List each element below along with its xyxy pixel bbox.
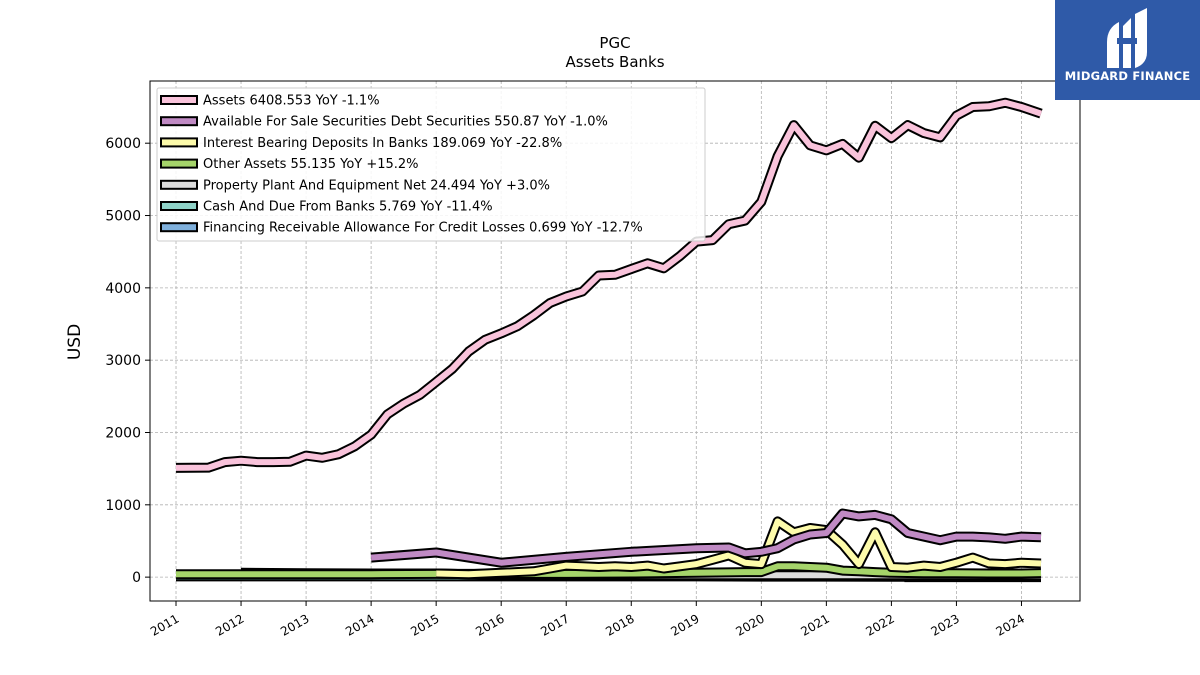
legend-box — [156, 87, 706, 242]
x-tick-label: 2016 — [473, 611, 506, 638]
series-interest-bearing-deposits-in-banks — [436, 516, 1042, 580]
legend-swatch — [160, 222, 198, 233]
y-axis-label: USD — [65, 324, 85, 360]
x-tick-label: 2018 — [603, 611, 636, 638]
x-tick-label: 2017 — [538, 611, 571, 638]
legend-label: Assets 6408.553 YoY -1.1% — [203, 94, 380, 109]
x-tick-label: 2021 — [798, 611, 831, 638]
x-tick-label: 2014 — [343, 611, 376, 638]
legend-swatch — [160, 95, 198, 105]
y-tick-label: 0 — [132, 570, 141, 586]
series-lines — [175, 97, 1043, 583]
y-axis: 0 1000 2000 3000 4000 5000 6000 — [105, 136, 150, 586]
y-tick-label: 5000 — [105, 209, 141, 225]
x-tick-label: 2022 — [863, 611, 896, 638]
legend-swatch — [160, 116, 198, 127]
series-line — [370, 510, 1042, 566]
brand-logo: MIDGARD FINANCE — [1055, 0, 1200, 100]
x-tick-label: 2011 — [148, 611, 181, 638]
legend-item: Available For Sale Securities Debt Secur… — [160, 115, 608, 130]
midgard-logo-icon — [1107, 8, 1147, 68]
legend-swatch — [160, 179, 198, 190]
legend-label: Financing Receivable Allowance For Credi… — [203, 221, 643, 236]
legend-item: Property Plant And Equipment Net 24.494 … — [160, 178, 550, 193]
x-tick-label: 2012 — [213, 611, 246, 638]
legend-item: Financing Receivable Allowance For Credi… — [160, 221, 643, 236]
legend-swatch — [160, 137, 198, 148]
legend-label: Available For Sale Securities Debt Secur… — [203, 115, 608, 130]
legend-item: Interest Bearing Deposits In Banks 189.0… — [160, 136, 562, 151]
series-available-for-sale-securities-debt-securities — [370, 508, 1042, 568]
x-tick-label: 2019 — [668, 611, 701, 638]
chart-title: PGC — [599, 34, 630, 52]
plot-frame — [149, 80, 1081, 602]
x-tick-label: 2024 — [994, 611, 1027, 638]
x-tick-label: 2023 — [928, 611, 961, 638]
legend-item: Other Assets 55.135 YoY +15.2% — [160, 157, 419, 172]
y-tick-label: 3000 — [105, 353, 141, 369]
x-tick-label: 2020 — [733, 611, 766, 638]
chart-subtitle: Assets Banks — [565, 53, 664, 71]
y-tick-label: 1000 — [105, 498, 141, 514]
legend-label: Property Plant And Equipment Net 24.494 … — [203, 178, 550, 193]
series-assets — [175, 97, 1043, 473]
series-line — [436, 518, 1042, 578]
series-other-assets — [176, 561, 1042, 580]
legend-swatch — [160, 201, 198, 211]
legend-label: Other Assets 55.135 YoY +15.2% — [203, 157, 419, 172]
x-axis: 2011 2012 2013 2014 2015 2016 2017 2018 2019 2020… — [148, 601, 1027, 639]
y-tick-label: 6000 — [105, 136, 141, 152]
legend-item: Assets 6408.553 YoY -1.1% — [160, 94, 380, 109]
legend-label: Cash And Due From Banks 5.769 YoY -11.4% — [203, 200, 493, 215]
legend-item: Cash And Due From Banks 5.769 YoY -11.4% — [160, 200, 493, 215]
x-tick-label: 2015 — [408, 611, 441, 638]
y-tick-label: 4000 — [105, 281, 141, 297]
legend-swatch — [160, 158, 198, 169]
y-tick-label: 2000 — [105, 425, 141, 441]
brand-name: MIDGARD FINANCE — [1064, 69, 1191, 83]
legend-label: Interest Bearing Deposits In Banks 189.0… — [203, 136, 562, 151]
series-line — [176, 563, 1042, 578]
legend: Assets 6408.553 YoY -1.1% Available For S… — [156, 87, 706, 242]
x-tick-label: 2013 — [278, 611, 311, 638]
series-line — [175, 99, 1042, 471]
